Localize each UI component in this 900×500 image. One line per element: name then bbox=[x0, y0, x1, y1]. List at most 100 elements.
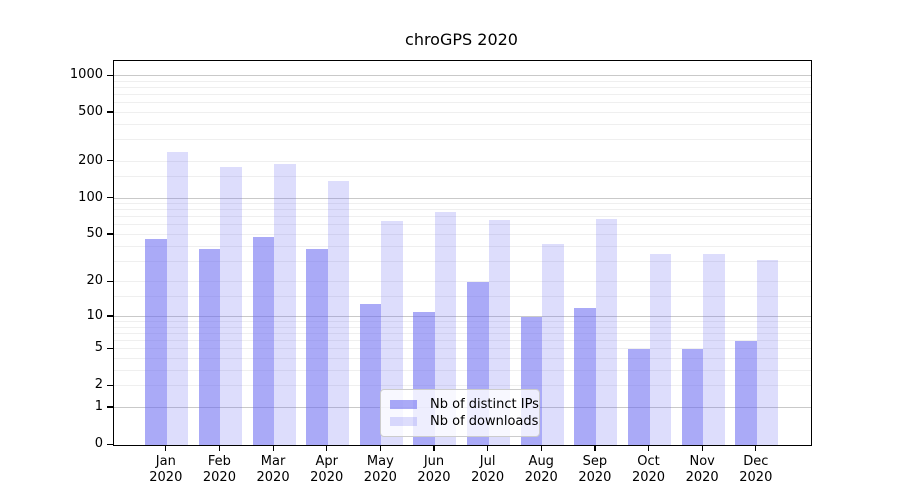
y-tick-label: 200 bbox=[78, 152, 103, 168]
x-tick-label: Feb 2020 bbox=[202, 454, 236, 485]
y-tick-mark bbox=[107, 315, 113, 317]
gridline bbox=[114, 260, 811, 262]
gridline bbox=[114, 358, 811, 360]
bar-ips-nov bbox=[681, 349, 704, 445]
gridline bbox=[114, 111, 811, 113]
gridline bbox=[114, 281, 811, 283]
bar-downloads-oct bbox=[649, 253, 672, 445]
y-tick-label: 0 bbox=[94, 436, 103, 451]
y-tick-mark bbox=[107, 233, 113, 235]
y-tick-label: 100 bbox=[78, 189, 103, 205]
x-tick-label: Jul 2020 bbox=[471, 454, 505, 485]
bar-ips-oct bbox=[628, 349, 650, 445]
x-tick-mark bbox=[272, 445, 274, 451]
bar-downloads-aug bbox=[542, 244, 564, 445]
bar-ips-apr bbox=[306, 249, 328, 445]
y-tick-mark bbox=[107, 280, 113, 283]
y-tick-mark bbox=[107, 111, 113, 113]
x-tick-label: Jan 2020 bbox=[149, 454, 183, 485]
bar-downloads-dec bbox=[756, 259, 779, 445]
gridline bbox=[114, 123, 811, 125]
x-tick-label: Jun 2020 bbox=[417, 454, 451, 485]
gridline-major bbox=[114, 75, 811, 76]
bar-ips-dec bbox=[735, 341, 757, 445]
gridline bbox=[114, 139, 811, 141]
y-tick-mark bbox=[107, 384, 113, 386]
bar-downloads-sep bbox=[595, 218, 618, 445]
x-tick-mark bbox=[218, 445, 221, 451]
gridline bbox=[114, 385, 811, 387]
gridline bbox=[114, 340, 811, 342]
x-tick-mark bbox=[594, 445, 596, 451]
x-tick-label: May 2020 bbox=[363, 454, 397, 485]
x-tick-mark bbox=[701, 445, 703, 451]
gridline bbox=[114, 224, 811, 226]
gridline bbox=[114, 245, 811, 247]
gridline-major bbox=[114, 315, 811, 317]
bar-ips-sep bbox=[574, 308, 596, 445]
x-tick-mark bbox=[379, 445, 382, 451]
gridline bbox=[114, 209, 811, 211]
y-tick-label: 500 bbox=[78, 103, 103, 119]
gridline bbox=[114, 234, 811, 235]
gridline-major bbox=[114, 197, 811, 199]
bar-ips-may bbox=[359, 304, 382, 445]
legend-swatch-ips bbox=[390, 400, 417, 409]
y-tick-label: 50 bbox=[86, 225, 103, 241]
gridline bbox=[114, 326, 811, 328]
gridline bbox=[114, 295, 811, 297]
legend-label: Nb of downloads bbox=[430, 414, 539, 429]
bar-downloads-nov bbox=[703, 253, 725, 445]
gridline bbox=[114, 102, 811, 104]
gridline bbox=[114, 321, 811, 323]
legend-row: Nb of distinct IPs bbox=[390, 396, 539, 413]
gridline bbox=[114, 369, 811, 371]
y-tick-label: 5 bbox=[94, 340, 103, 356]
bar-ips-mar bbox=[252, 237, 275, 445]
y-tick-label: 2 bbox=[94, 377, 103, 393]
y-tick-label: 1 bbox=[94, 398, 103, 414]
bar-downloads-jul bbox=[488, 219, 511, 445]
y-tick-label: 20 bbox=[86, 273, 103, 289]
gridline bbox=[114, 160, 811, 162]
bar-downloads-feb bbox=[220, 166, 242, 445]
gridline bbox=[114, 80, 811, 82]
x-tick-mark bbox=[165, 445, 167, 451]
bar-downloads-mar bbox=[274, 164, 296, 445]
y-tick-mark bbox=[107, 347, 113, 349]
bar-downloads-apr bbox=[327, 180, 350, 445]
x-tick-label: Apr 2020 bbox=[310, 454, 344, 485]
y-tick-mark bbox=[107, 160, 113, 162]
x-tick-label: Sep 2020 bbox=[578, 454, 612, 485]
gridline bbox=[114, 94, 811, 96]
gridline bbox=[114, 348, 811, 350]
y-tick-mark bbox=[107, 74, 113, 76]
gridline bbox=[114, 86, 811, 88]
y-tick-label: 10 bbox=[86, 307, 103, 323]
x-tick-mark bbox=[540, 445, 542, 451]
x-tick-mark bbox=[755, 445, 757, 451]
x-tick-label: Mar 2020 bbox=[256, 454, 290, 485]
legend: Nb of distinct IPs Nb of downloads bbox=[380, 389, 540, 437]
bar-ips-feb bbox=[198, 249, 221, 445]
x-tick-label: Nov 2020 bbox=[685, 454, 719, 485]
x-tick-label: Dec 2020 bbox=[739, 454, 773, 485]
legend-row: Nb of downloads bbox=[390, 413, 538, 430]
y-tick-mark bbox=[107, 443, 113, 445]
gridline bbox=[114, 332, 811, 334]
x-tick-mark bbox=[326, 445, 328, 451]
x-tick-label: Oct 2020 bbox=[631, 454, 666, 485]
bar-downloads-jan bbox=[166, 152, 189, 445]
chart-title: chroGPS 2020 bbox=[405, 30, 518, 49]
y-tick-label: 1000 bbox=[69, 67, 103, 82]
gridline bbox=[114, 216, 811, 218]
y-tick-mark bbox=[107, 406, 113, 408]
bar-ips-jan bbox=[145, 239, 167, 445]
x-tick-mark bbox=[648, 445, 650, 451]
legend-label: Nb of distinct IPs bbox=[430, 397, 539, 412]
gridline bbox=[114, 176, 811, 178]
y-tick-mark bbox=[107, 197, 113, 199]
bar-downloads-jun bbox=[434, 211, 457, 445]
x-tick-mark bbox=[433, 445, 435, 451]
